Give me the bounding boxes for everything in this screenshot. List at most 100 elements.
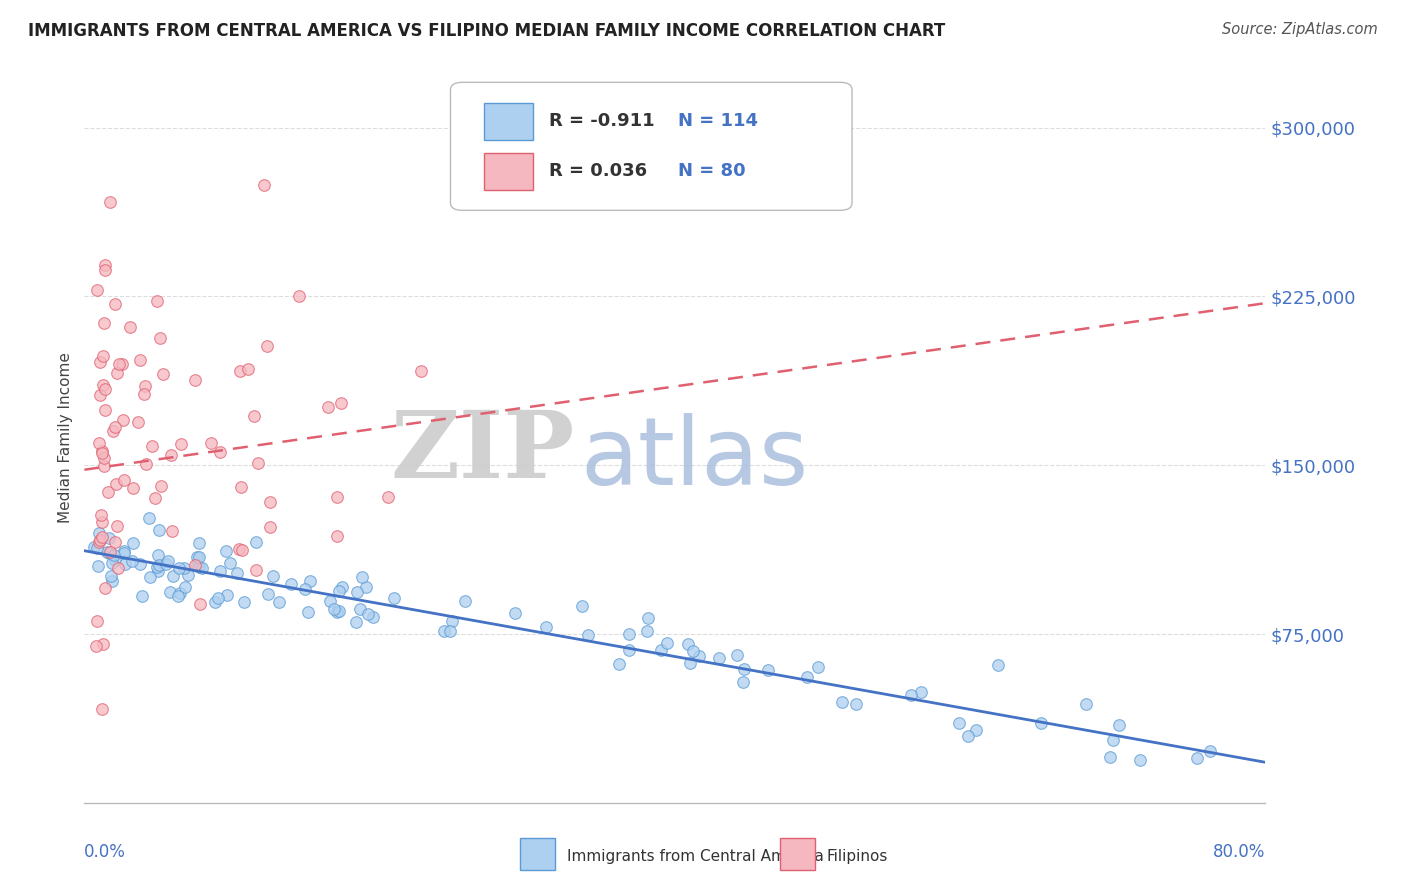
Point xyxy=(89,533,111,548)
Point xyxy=(329,396,352,410)
Point xyxy=(90,702,112,716)
Point xyxy=(733,662,755,676)
Text: R = 0.036: R = 0.036 xyxy=(548,162,647,180)
Point xyxy=(170,437,193,451)
Point xyxy=(725,648,748,662)
Point xyxy=(354,580,377,594)
Point xyxy=(294,582,316,596)
Point xyxy=(91,515,114,529)
Point xyxy=(1108,718,1130,732)
Text: Source: ZipAtlas.com: Source: ZipAtlas.com xyxy=(1222,22,1378,37)
Point xyxy=(349,602,371,616)
Point xyxy=(104,297,127,311)
Point xyxy=(948,715,970,730)
Point xyxy=(1199,744,1222,758)
Point xyxy=(411,364,433,378)
Point xyxy=(91,637,114,651)
Point xyxy=(1098,750,1121,764)
Point xyxy=(297,605,319,619)
Point xyxy=(148,558,170,572)
Point xyxy=(162,569,184,583)
Text: 0.0%: 0.0% xyxy=(84,843,127,861)
Text: R = -0.911: R = -0.911 xyxy=(548,112,654,130)
Text: Immigrants from Central America: Immigrants from Central America xyxy=(567,849,824,863)
Point xyxy=(229,363,252,377)
Point xyxy=(134,378,156,392)
Point xyxy=(319,593,342,607)
Point xyxy=(128,352,150,367)
Point xyxy=(148,564,170,578)
Point xyxy=(229,480,252,494)
Point xyxy=(256,587,278,601)
Point xyxy=(101,574,124,589)
Point xyxy=(148,523,170,537)
Point xyxy=(188,597,211,611)
Point xyxy=(112,473,135,487)
Bar xyxy=(484,103,533,140)
Point xyxy=(86,541,108,555)
Point xyxy=(682,644,704,658)
Point xyxy=(1187,751,1209,765)
Point xyxy=(141,439,163,453)
Point xyxy=(176,568,198,582)
Point xyxy=(184,558,207,573)
Point xyxy=(676,637,699,651)
Point xyxy=(152,367,174,381)
Point xyxy=(91,349,114,363)
Point xyxy=(246,457,269,471)
Point xyxy=(280,576,302,591)
Point xyxy=(101,556,124,570)
Point xyxy=(186,550,208,565)
Point xyxy=(145,294,167,309)
Point xyxy=(453,594,475,608)
Point xyxy=(98,194,121,209)
Point xyxy=(149,331,172,345)
Point xyxy=(93,451,115,466)
Point xyxy=(1102,732,1125,747)
Point xyxy=(139,570,162,584)
Point xyxy=(188,559,211,574)
Point xyxy=(259,495,281,509)
Point xyxy=(94,382,117,396)
Point xyxy=(86,283,108,297)
Point xyxy=(105,477,128,491)
Point xyxy=(93,378,115,392)
Point xyxy=(987,658,1010,673)
Point xyxy=(111,357,134,371)
Point xyxy=(84,639,107,653)
Point xyxy=(173,561,195,575)
Point xyxy=(298,574,321,588)
Text: IMMIGRANTS FROM CENTRAL AMERICA VS FILIPINO MEDIAN FAMILY INCOME CORRELATION CHA: IMMIGRANTS FROM CENTRAL AMERICA VS FILIP… xyxy=(28,22,945,40)
Point xyxy=(103,420,125,434)
Point xyxy=(845,697,868,711)
Point xyxy=(534,620,557,634)
Point xyxy=(200,435,222,450)
Point xyxy=(131,589,153,603)
Point xyxy=(112,413,135,427)
Point xyxy=(118,320,141,334)
Point xyxy=(103,548,125,562)
Point xyxy=(219,556,242,570)
Point xyxy=(122,536,145,550)
Point xyxy=(87,525,110,540)
Point xyxy=(233,594,256,608)
Point xyxy=(128,557,150,571)
Point xyxy=(114,558,136,572)
Point xyxy=(228,542,250,557)
Point xyxy=(104,535,127,549)
Point xyxy=(262,569,284,583)
Point xyxy=(89,535,111,549)
Point xyxy=(217,589,239,603)
Point xyxy=(900,688,922,702)
Point xyxy=(190,561,212,575)
Point xyxy=(90,508,112,522)
Point xyxy=(910,685,932,699)
Point xyxy=(346,585,368,599)
Point xyxy=(166,590,188,604)
Point xyxy=(86,614,108,628)
Point xyxy=(98,531,121,545)
Point xyxy=(94,402,117,417)
Point xyxy=(256,339,278,353)
Point xyxy=(98,545,121,559)
Point xyxy=(155,557,177,571)
